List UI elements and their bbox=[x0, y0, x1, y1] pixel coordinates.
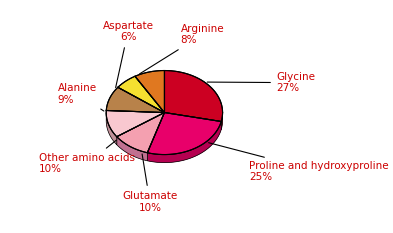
Polygon shape bbox=[164, 71, 222, 121]
Polygon shape bbox=[117, 113, 164, 153]
Polygon shape bbox=[221, 114, 222, 130]
Text: Glycine
27%: Glycine 27% bbox=[207, 72, 315, 93]
Text: Alanine
9%: Alanine 9% bbox=[58, 83, 104, 111]
Polygon shape bbox=[164, 71, 222, 130]
Polygon shape bbox=[147, 121, 221, 163]
Text: Aspartate
6%: Aspartate 6% bbox=[103, 21, 154, 88]
Text: Proline and hydroxyproline
25%: Proline and hydroxyproline 25% bbox=[209, 143, 389, 182]
Text: Glutamate
10%: Glutamate 10% bbox=[122, 154, 178, 212]
Polygon shape bbox=[147, 113, 221, 154]
Polygon shape bbox=[106, 87, 164, 113]
Polygon shape bbox=[117, 137, 147, 161]
Polygon shape bbox=[135, 71, 164, 113]
Text: Arginine
8%: Arginine 8% bbox=[140, 24, 224, 74]
Polygon shape bbox=[106, 110, 117, 145]
Polygon shape bbox=[106, 110, 164, 137]
Polygon shape bbox=[117, 137, 147, 161]
Polygon shape bbox=[147, 121, 221, 163]
Text: Other amino acids
10%: Other amino acids 10% bbox=[39, 140, 135, 174]
Polygon shape bbox=[106, 113, 117, 145]
Polygon shape bbox=[118, 76, 164, 113]
